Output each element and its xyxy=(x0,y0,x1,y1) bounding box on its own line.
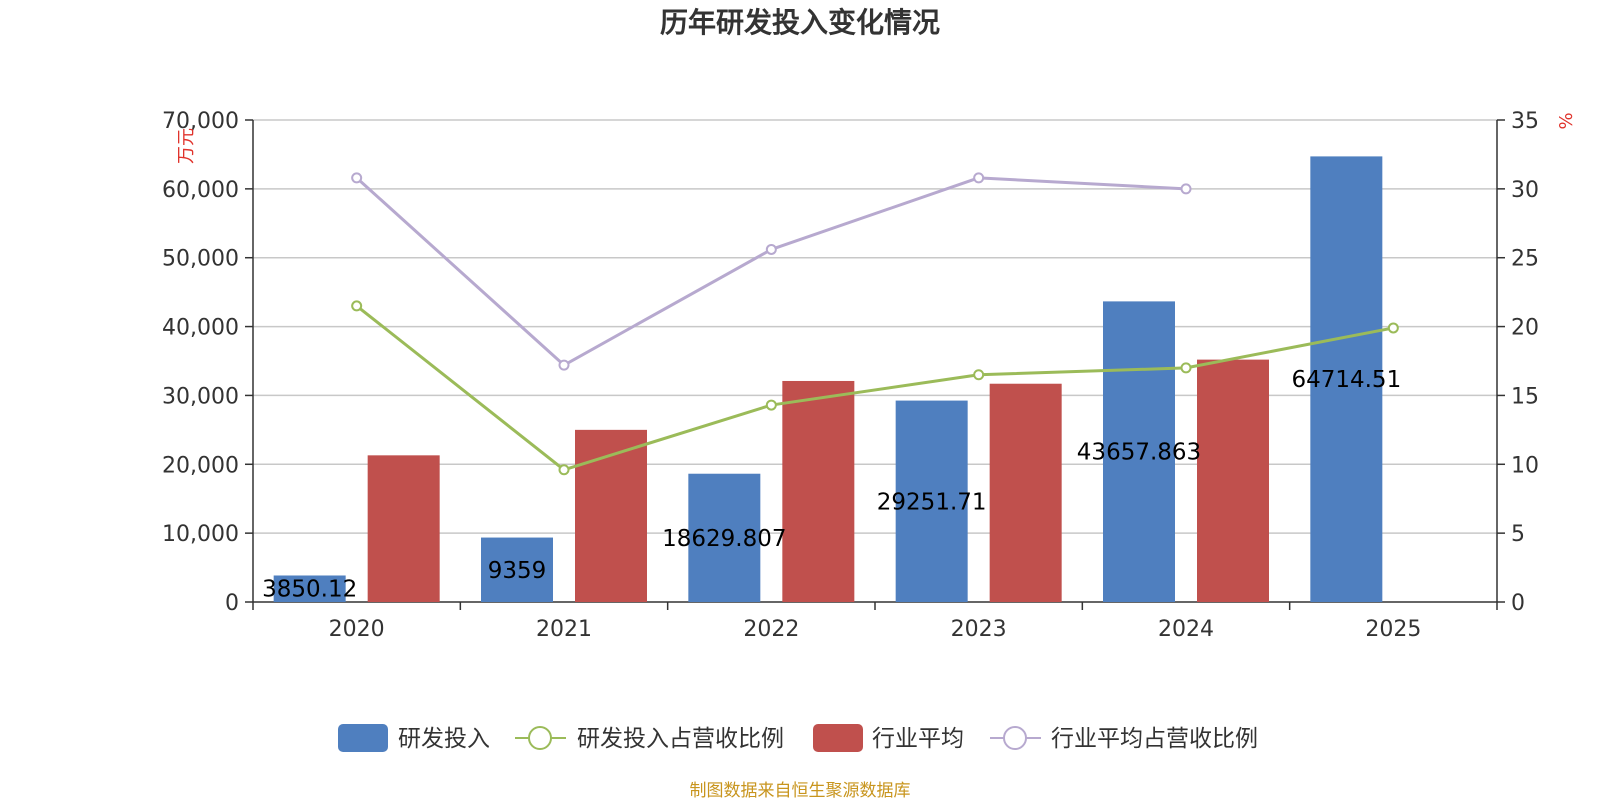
bar-label-rd-investment-2022: 18629.807 xyxy=(662,526,786,552)
right-tick-label-5: 5 xyxy=(1511,522,1525,547)
x-tick-label-2021: 2021 xyxy=(536,617,592,642)
left-tick-label-50000: 50,000 xyxy=(162,247,239,272)
legend-item-industry-ratio[interactable]: 行业平均占营收比例 xyxy=(990,726,1258,752)
lines xyxy=(351,172,1399,476)
bar-rd-investment-2025[interactable] xyxy=(1310,156,1383,602)
point-rd-ratio-2024[interactable] xyxy=(1180,362,1192,374)
bar-rd-investment-2023[interactable] xyxy=(895,400,968,602)
point-industry-ratio-2021[interactable] xyxy=(558,359,570,371)
point-industry-ratio-2023[interactable] xyxy=(973,172,985,184)
bars xyxy=(273,156,1383,602)
point-rd-ratio-2021[interactable] xyxy=(558,464,570,476)
bar-label-rd-investment-2025: 64714.51 xyxy=(1291,367,1401,393)
point-rd-ratio-2020[interactable] xyxy=(351,300,363,312)
x-tick-label-2020: 2020 xyxy=(329,617,385,642)
legend-marker-rd-ratio xyxy=(528,726,552,750)
legend-item-rd-ratio[interactable]: 研发投入占营收比例 xyxy=(515,726,784,752)
left-tick-label-40000: 40,000 xyxy=(162,316,239,341)
gridlines xyxy=(253,119,1497,534)
legend-swatch-industry-average xyxy=(813,724,863,752)
bar-label-rd-investment-2023: 29251.71 xyxy=(877,489,987,515)
right-axis-unit: % xyxy=(1556,112,1577,129)
bar-labels: 3850.12 9359 18629.807 29251.71 43657.863 647… xyxy=(262,367,1401,603)
left-tick-label-20000: 20,000 xyxy=(162,453,239,478)
legend-marker-industry-ratio xyxy=(1003,726,1027,750)
line-industry-ratio xyxy=(355,176,1187,367)
left-tick-label-60000: 60,000 xyxy=(162,178,239,203)
right-tick-label-0: 0 xyxy=(1511,591,1525,616)
right-axis-ticks: 0 5 10 15 20 25 30 35 xyxy=(1497,109,1539,616)
point-industry-ratio-2024[interactable] xyxy=(1180,183,1192,195)
bar-rd-investment-2020[interactable] xyxy=(273,575,346,602)
bar-rd-investment-2022[interactable] xyxy=(688,473,761,602)
bar-label-rd-investment-2024: 43657.863 xyxy=(1077,440,1201,466)
bar-industry-average-2021[interactable] xyxy=(575,429,647,602)
point-industry-ratio-2020[interactable] xyxy=(351,172,363,184)
bar-industry-average-2020[interactable] xyxy=(367,455,440,602)
left-axis-unit: 万元 xyxy=(176,128,197,164)
right-tick-label-10: 10 xyxy=(1511,453,1539,478)
legend-item-rd-investment[interactable]: 研发投入 xyxy=(338,724,490,752)
left-tick-label-30000: 30,000 xyxy=(162,384,239,409)
bar-industry-average-2023[interactable] xyxy=(989,383,1062,602)
right-tick-label-35: 35 xyxy=(1511,109,1539,134)
bar-industry-average-2024[interactable] xyxy=(1197,359,1269,602)
point-industry-ratio-2022[interactable] xyxy=(765,243,777,255)
right-tick-label-25: 25 xyxy=(1511,247,1539,272)
legend-label-industry-average: 行业平均 xyxy=(872,726,964,752)
right-tick-label-30: 30 xyxy=(1511,178,1539,203)
left-axis-ticks: 0 10,000 20,000 30,000 40,000 50,000 60,000 70,… xyxy=(162,109,253,616)
bar-rd-investment-2021[interactable] xyxy=(481,537,553,602)
point-rd-ratio-2025[interactable] xyxy=(1387,322,1399,334)
x-tick-label-2024: 2024 xyxy=(1158,617,1214,642)
x-tick-label-2025: 2025 xyxy=(1365,617,1421,642)
legend-label-industry-ratio: 行业平均占营收比例 xyxy=(1051,726,1258,752)
left-tick-label-10000: 10,000 xyxy=(162,522,239,547)
x-axis-ticks: 2020 2021 2022 2023 2024 2025 xyxy=(252,602,1498,642)
right-tick-label-20: 20 xyxy=(1511,316,1539,341)
bar-label-rd-investment-2020: 3850.12 xyxy=(262,577,357,603)
x-tick-label-2023: 2023 xyxy=(951,617,1007,642)
point-rd-ratio-2023[interactable] xyxy=(973,369,985,381)
legend-swatch-rd-investment xyxy=(338,724,388,752)
right-tick-label-15: 15 xyxy=(1511,384,1539,409)
legend-label-rd-ratio: 研发投入占营收比例 xyxy=(577,726,784,752)
legend-item-industry-average[interactable]: 行业平均 xyxy=(813,724,964,752)
left-tick-label-70000: 70,000 xyxy=(162,109,239,134)
x-tick-label-2022: 2022 xyxy=(743,617,799,642)
legend-label-rd-investment: 研发投入 xyxy=(398,726,490,752)
bar-industry-average-2022[interactable] xyxy=(782,380,855,602)
bar-label-rd-investment-2021: 9359 xyxy=(488,558,547,584)
point-rd-ratio-2022[interactable] xyxy=(765,399,777,411)
chart-title: 历年研发投入变化情况 xyxy=(660,6,940,39)
bar-rd-investment-2024[interactable] xyxy=(1103,301,1175,602)
legend: 研发投入 研发投入占营收比例 行业平均 行业平均占营收比例 xyxy=(338,724,1258,752)
line-rd-ratio xyxy=(355,304,1394,472)
left-tick-label-0: 0 xyxy=(225,591,239,616)
data-source-note: 制图数据来自恒生聚源数据库 xyxy=(690,781,911,800)
